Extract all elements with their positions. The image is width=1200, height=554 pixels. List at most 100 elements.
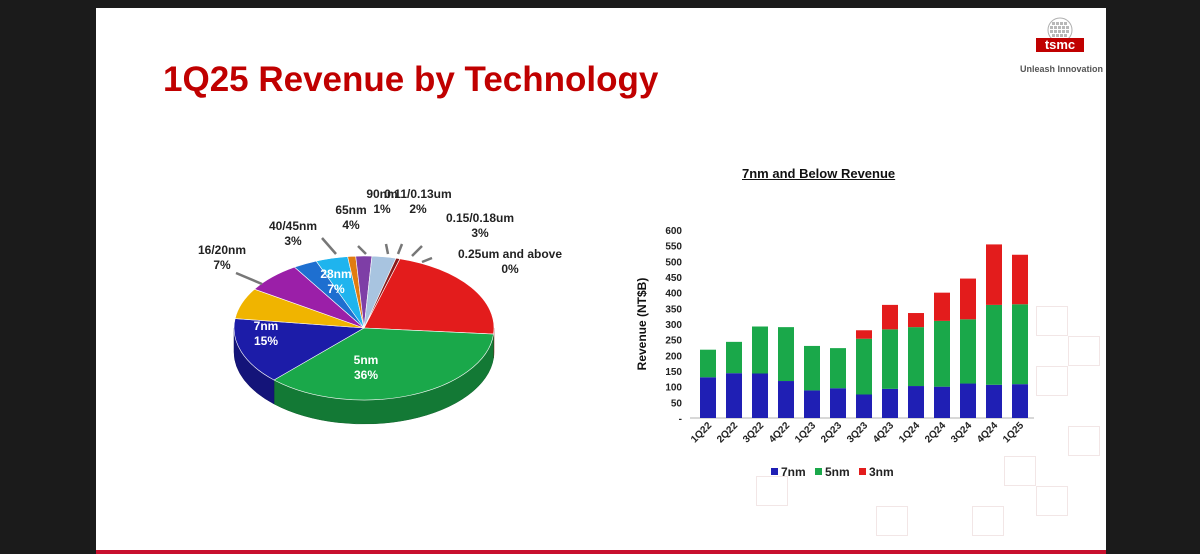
pie-label-0.25um and above: 0.25um and above xyxy=(458,247,562,261)
pie-pct-90nm: 1% xyxy=(373,202,391,216)
bar-5nm-3Q24 xyxy=(960,319,976,384)
bar-5nm-1Q24 xyxy=(908,327,924,387)
bar-ytick: 350 xyxy=(665,304,682,315)
pie-pct-65nm: 4% xyxy=(342,218,360,232)
pie-label-16/20nm: 16/20nm xyxy=(198,243,246,257)
bar-ytick: 100 xyxy=(665,383,682,394)
slide: 1Q25 Revenue by Technology tsmc Unleash … xyxy=(96,8,1106,554)
bar-5nm-4Q23 xyxy=(882,329,898,389)
bar-ytick: 250 xyxy=(665,336,682,347)
deco-square xyxy=(1036,366,1068,396)
bar-5nm-2Q23 xyxy=(830,348,846,389)
pie-leader-65nm xyxy=(357,245,367,255)
bar-chart-title: 7nm and Below Revenue xyxy=(742,166,896,181)
pie-slice-3nm xyxy=(363,258,495,335)
pie-slice-5nm xyxy=(273,327,494,401)
bar-7nm-3Q23 xyxy=(856,394,872,418)
bar-ytick: - xyxy=(679,414,682,425)
pie-label-28nm: 28nm xyxy=(320,267,351,281)
pie-pct-16/20nm: 7% xyxy=(213,258,231,272)
bar-7nm-2Q22 xyxy=(726,373,742,418)
bar-ytick: 450 xyxy=(665,273,682,284)
pie-label-5nm: 5nm xyxy=(354,353,379,367)
bar-xtick-1Q22: 1Q22 xyxy=(689,420,714,445)
bar-xtick-2Q22: 2Q22 xyxy=(715,420,740,445)
bar-xtick-1Q23: 1Q23 xyxy=(793,420,818,445)
pie-pct-40/45nm: 3% xyxy=(284,234,302,248)
bar-ytick: 500 xyxy=(665,257,682,268)
bar-xtick-2Q24: 2Q24 xyxy=(923,420,948,445)
pie-label-0.11/0.13um: 0.11/0.13um xyxy=(384,187,451,201)
bar-xtick-4Q22: 4Q22 xyxy=(767,420,792,445)
bar-ytick: 150 xyxy=(665,367,682,378)
bar-7nm-4Q22 xyxy=(778,381,794,418)
pie-leader-0.11/0.13um xyxy=(396,243,404,255)
deco-square xyxy=(1036,306,1068,336)
pie-pct-7nm: 15% xyxy=(254,334,278,348)
pie-leader-0.15/0.18um xyxy=(411,245,423,257)
pie-slice-7nm xyxy=(233,318,365,381)
bar-7nm-4Q23 xyxy=(882,388,898,418)
bar-7nm-1Q25 xyxy=(1012,384,1028,418)
bar-3nm-4Q23 xyxy=(882,304,898,330)
bar-3nm-2Q24 xyxy=(934,292,950,321)
bar-xtick-3Q24: 3Q24 xyxy=(949,420,974,445)
pie-pct-0.15/0.18um: 3% xyxy=(471,226,489,240)
legend-label-3nm: 3nm xyxy=(869,465,894,479)
bar-3nm-4Q24 xyxy=(986,244,1002,305)
legend-label-7nm: 7nm xyxy=(781,465,806,479)
bar-3nm-3Q24 xyxy=(960,278,976,320)
slide-title: 1Q25 Revenue by Technology xyxy=(163,60,659,99)
deco-square xyxy=(1068,336,1100,366)
bar-5nm-3Q23 xyxy=(856,338,872,395)
pie-leader-40/45nm xyxy=(321,237,337,255)
bar-ytick: 200 xyxy=(665,351,682,362)
bottom-accent-bar xyxy=(96,550,1106,554)
pie-leader-0.25um and above xyxy=(421,256,433,264)
bar-ylabel: Revenue (NT$B) xyxy=(635,278,649,371)
tagline: Unleash Innovation xyxy=(1020,64,1104,74)
bar-ytick: 50 xyxy=(671,398,683,409)
bar-7nm-1Q24 xyxy=(908,386,924,418)
bar-chart: Revenue (NT$B) - 50 100 150 200 250 300 350 400 45… xyxy=(635,226,1034,479)
pie-label-65nm: 65nm xyxy=(335,203,366,217)
bar-7nm-2Q23 xyxy=(830,388,846,418)
bar-3nm-1Q24 xyxy=(908,313,924,328)
bar-3nm-1Q25 xyxy=(1012,254,1028,305)
bar-7nm-3Q22 xyxy=(752,373,768,418)
bar-xtick-3Q22: 3Q22 xyxy=(741,420,766,445)
pie-chart: 3nm22%5nm36%7nm15%16/20nm7%28nm7%40/45nm… xyxy=(198,187,562,425)
pie-pct-28nm: 7% xyxy=(327,282,345,296)
deco-square xyxy=(1004,456,1036,486)
bar-ytick: 550 xyxy=(665,242,682,253)
pie-label-7nm: 7nm xyxy=(254,319,279,333)
bar-xtick-1Q24: 1Q24 xyxy=(897,420,922,445)
pie-label-0.15/0.18um: 0.15/0.18um xyxy=(446,211,514,225)
legend-swatch-3nm xyxy=(859,468,866,475)
bar-5nm-2Q24 xyxy=(934,320,950,387)
bar-7nm-1Q22 xyxy=(700,377,716,418)
bar-xtick-4Q23: 4Q23 xyxy=(871,420,896,445)
bar-5nm-1Q22 xyxy=(700,349,716,378)
pie-slice-0.25um and above xyxy=(363,257,401,329)
bar-3nm-3Q23 xyxy=(856,330,872,339)
pie-label-40/45nm: 40/45nm xyxy=(269,219,317,233)
bar-5nm-4Q22 xyxy=(778,327,794,382)
bar-5nm-3Q22 xyxy=(752,326,768,374)
bar-7nm-1Q23 xyxy=(804,390,820,418)
bar-ytick: 600 xyxy=(665,226,682,237)
bar-xtick-4Q24: 4Q24 xyxy=(975,420,1000,445)
bar-ytick: 400 xyxy=(665,289,682,300)
bar-7nm-3Q24 xyxy=(960,383,976,418)
pie-pct-5nm: 36% xyxy=(354,368,378,382)
legend-swatch-5nm xyxy=(815,468,822,475)
deco-square xyxy=(756,476,788,506)
legend-swatch-7nm xyxy=(771,468,778,475)
deco-square xyxy=(876,506,908,536)
bar-5nm-1Q25 xyxy=(1012,304,1028,385)
bar-xtick-3Q23: 3Q23 xyxy=(845,420,870,445)
pie-label-90nm: 90nm xyxy=(366,187,397,201)
bar-5nm-2Q22 xyxy=(726,341,742,374)
pie-leader-90nm xyxy=(384,243,390,255)
bar-xtick-2Q23: 2Q23 xyxy=(819,420,844,445)
